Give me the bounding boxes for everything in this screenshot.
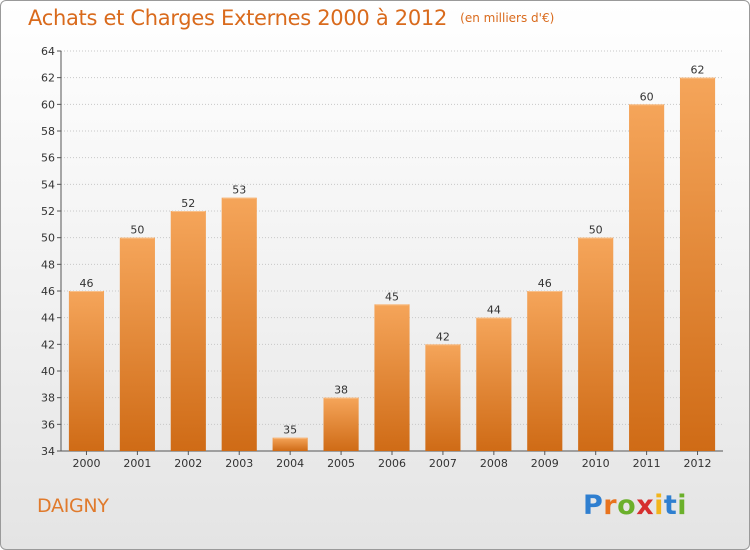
logo-letter: t xyxy=(663,490,678,521)
value-label: 44 xyxy=(487,304,501,317)
bar xyxy=(272,437,308,451)
value-label: 62 xyxy=(691,64,705,77)
value-label: 50 xyxy=(589,224,603,237)
value-label: 52 xyxy=(181,197,195,210)
chart-unit-note: (en milliers d'€) xyxy=(460,11,555,25)
x-tick-label: 2001 xyxy=(123,457,151,470)
value-label: 45 xyxy=(385,290,399,303)
value-label: 60 xyxy=(640,90,654,103)
x-tick-label: 2002 xyxy=(174,457,202,470)
y-tick-label: 36 xyxy=(41,418,55,431)
bar xyxy=(68,291,105,451)
value-label: 35 xyxy=(283,424,297,437)
y-tick-label: 64 xyxy=(41,45,55,58)
proxiti-logo: Proxiti xyxy=(583,490,687,521)
y-tick-label: 44 xyxy=(41,312,55,325)
bar xyxy=(527,291,563,451)
y-tick-label: 40 xyxy=(41,365,55,378)
y-tick-label: 52 xyxy=(41,205,55,218)
y-tick-label: 50 xyxy=(41,232,55,245)
y-tick-label: 58 xyxy=(41,125,55,138)
bar xyxy=(119,237,155,451)
y-tick-label: 38 xyxy=(41,392,55,405)
x-tick-label: 2000 xyxy=(72,457,100,470)
logo-letter: r xyxy=(603,490,618,521)
y-tick-label: 42 xyxy=(41,338,55,351)
x-tick-label: 2003 xyxy=(225,457,253,470)
y-tick-label: 60 xyxy=(41,98,55,111)
y-tick-label: 48 xyxy=(41,258,55,271)
x-tick-label: 2009 xyxy=(531,457,559,470)
logo-letter: P xyxy=(583,490,604,521)
bar xyxy=(170,211,206,451)
labels: 34 36 38 40 42 44 46 48 50 52 54 56 58 60 62 64 46 2000 50… xyxy=(41,45,712,470)
y-tick-label: 34 xyxy=(41,445,55,458)
chart-title: Achats et Charges Externes 2000 à 2012 xyxy=(28,6,448,30)
logo-letter: i xyxy=(677,490,688,521)
x-tick-label: 2011 xyxy=(633,457,661,470)
bar xyxy=(221,197,257,451)
x-tick-label: 2007 xyxy=(429,457,457,470)
value-label: 46 xyxy=(79,277,93,290)
y-tick-label: 54 xyxy=(41,178,55,191)
value-label: 50 xyxy=(130,224,144,237)
logo-letter: i xyxy=(654,490,664,521)
x-tick-label: 2004 xyxy=(276,457,304,470)
y-tick-label: 62 xyxy=(41,72,55,85)
bar xyxy=(374,304,410,451)
bars xyxy=(68,77,716,452)
value-label: 38 xyxy=(334,384,348,397)
bar xyxy=(629,104,665,451)
logo-letter: x xyxy=(636,490,655,521)
value-label: 53 xyxy=(232,184,246,197)
x-tick-label: 2006 xyxy=(378,457,406,470)
chart-title-block: Achats et Charges Externes 2000 à 2012 (… xyxy=(28,6,554,30)
value-label: 46 xyxy=(538,277,552,290)
value-label: 42 xyxy=(436,330,450,343)
x-tick-label: 2010 xyxy=(582,457,610,470)
x-tick-label: 2008 xyxy=(480,457,508,470)
bar xyxy=(323,397,359,451)
bar xyxy=(679,77,716,452)
bar xyxy=(578,237,614,451)
logo-letter: o xyxy=(617,490,637,521)
bar xyxy=(425,344,461,451)
bar xyxy=(476,317,512,451)
x-tick-label: 2005 xyxy=(327,457,355,470)
y-tick-label: 56 xyxy=(41,152,55,165)
x-tick-label: 2012 xyxy=(684,457,712,470)
y-tick-label: 46 xyxy=(41,285,55,298)
commune-name: DAIGNY xyxy=(37,495,109,517)
